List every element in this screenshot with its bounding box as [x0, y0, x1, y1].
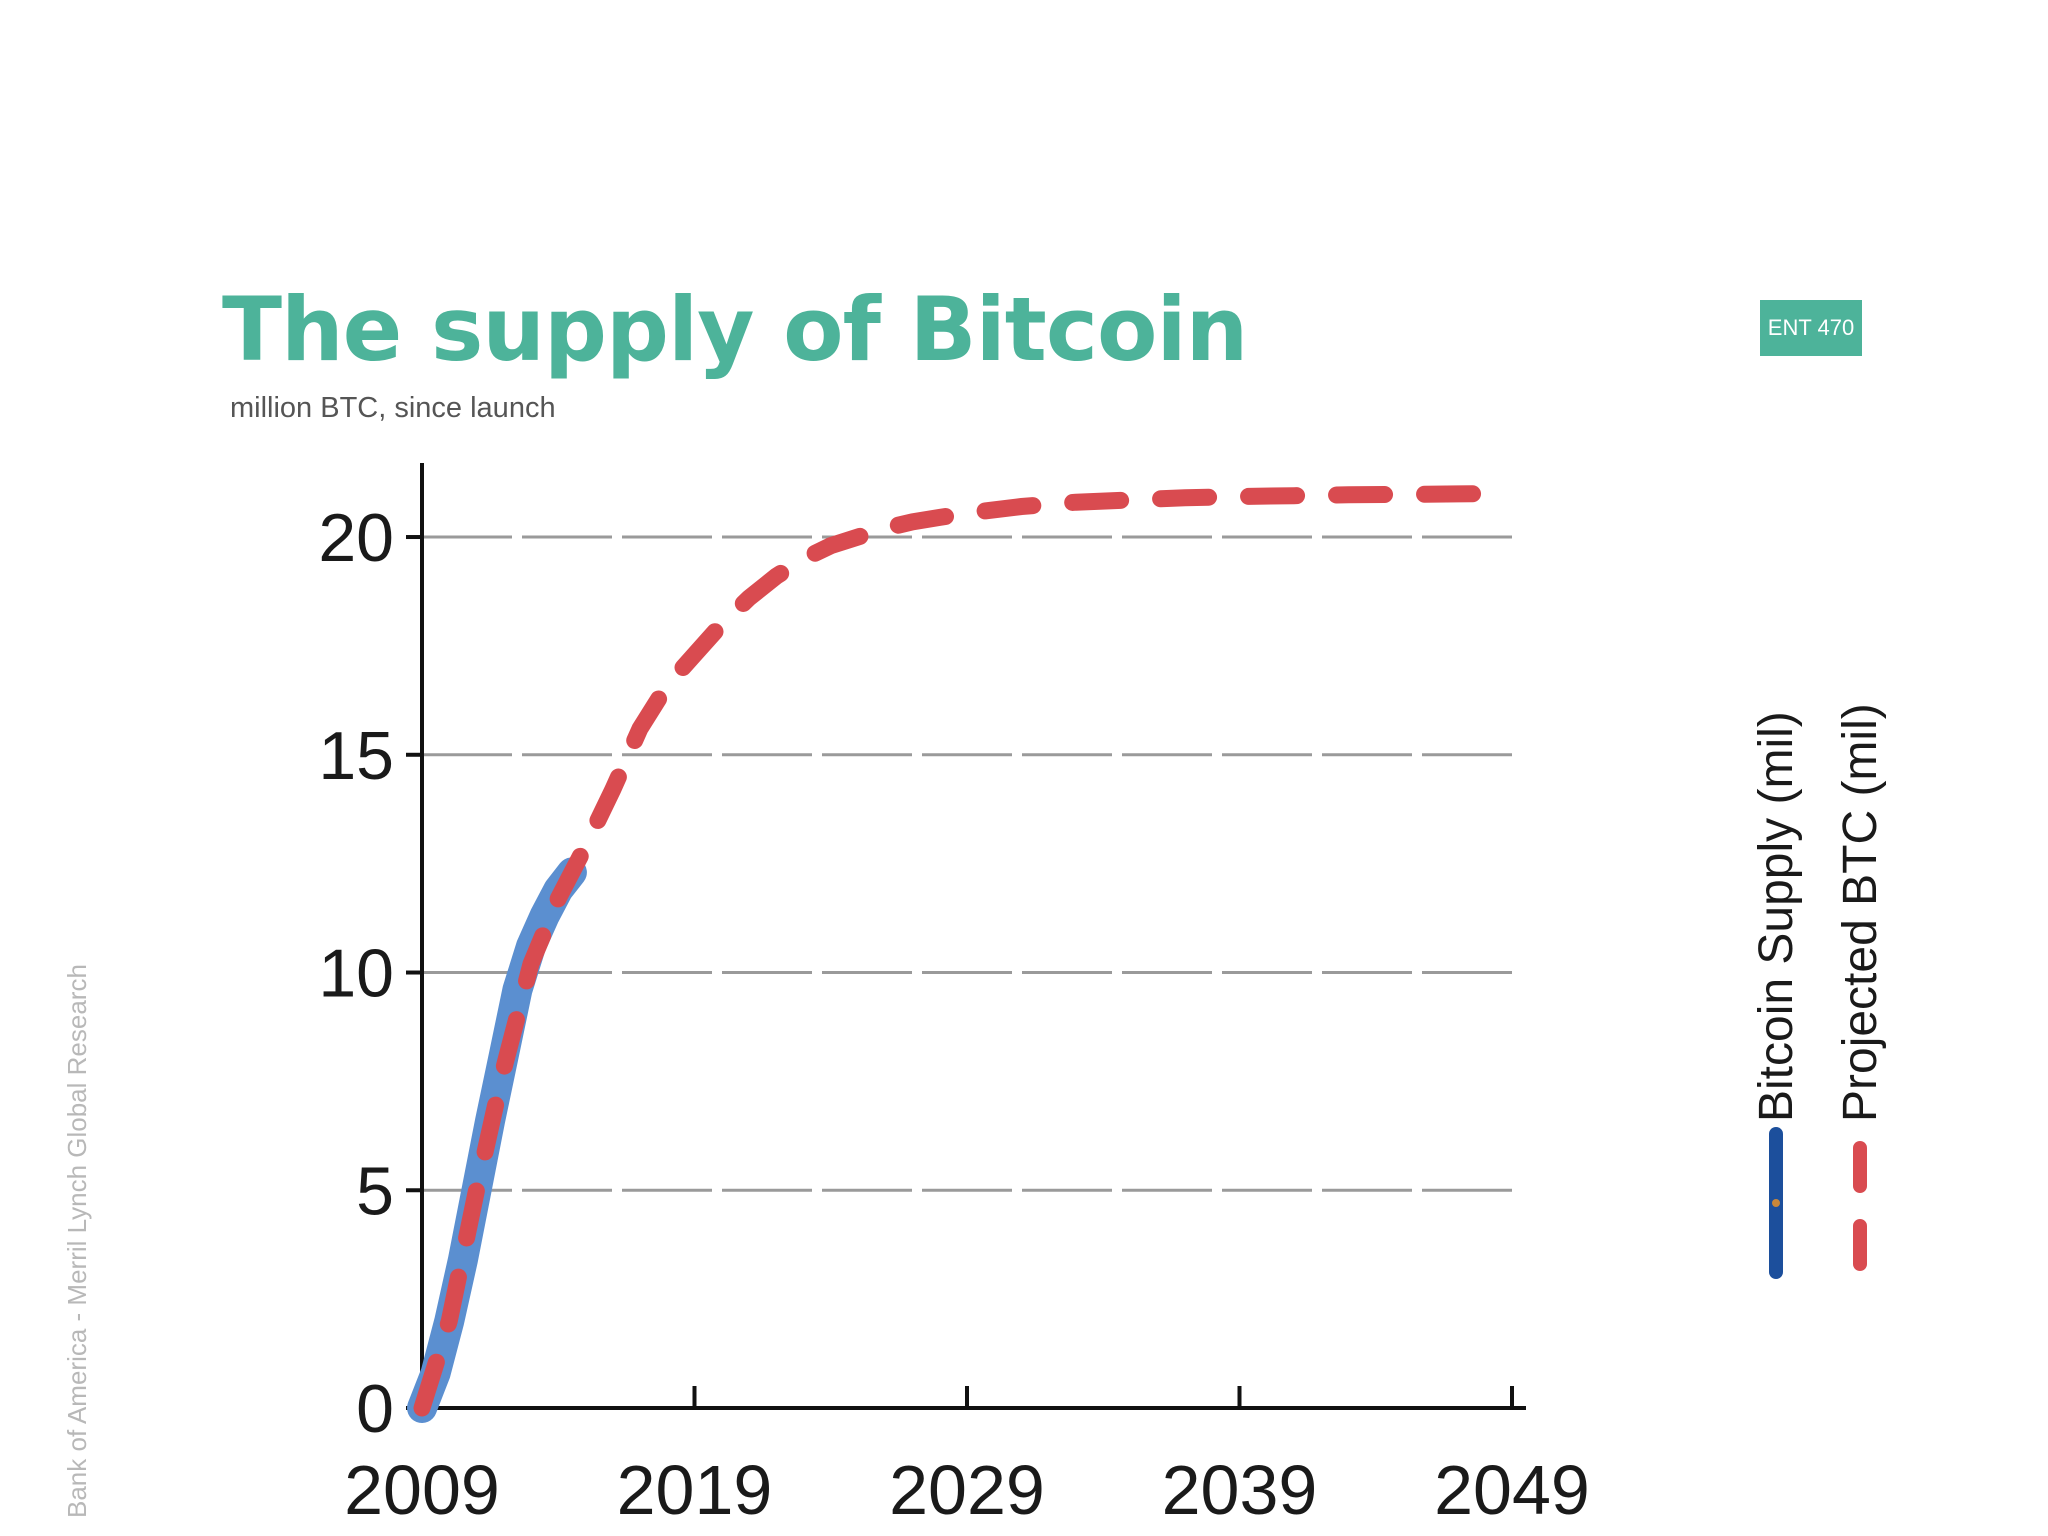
- x-tick-label: 2049: [1434, 1451, 1590, 1529]
- chart-axes: [420, 463, 1526, 1410]
- x-tick-label: 2019: [617, 1451, 773, 1529]
- grid-lines: [422, 535, 1522, 1192]
- course-badge: ENT 470: [1760, 300, 1862, 356]
- x-tick-label: 2039: [1162, 1451, 1318, 1529]
- legend-label-projected: Projected BTC (mil): [1834, 703, 1887, 1122]
- x-tick-label: 2009: [344, 1451, 500, 1529]
- y-tick-label: 15: [318, 718, 394, 794]
- chart-legend: Bitcoin Supply (mil) Projected BTC (mil): [1750, 703, 1887, 1279]
- page-title: The supply of Bitcoin: [222, 278, 1248, 381]
- legend-label-supply: Bitcoin Supply (mil): [1750, 711, 1803, 1122]
- axis-ticks: 0 5 10 15 20 2009 2019 2029 2039 2049: [318, 500, 1590, 1529]
- projected-btc-line: [413, 485, 1521, 1417]
- y-tick-label: 0: [356, 1371, 394, 1447]
- y-tick-label: 5: [356, 1153, 394, 1229]
- legend-supply-marker: [1772, 1199, 1780, 1207]
- x-tick-label: 2029: [889, 1451, 1045, 1529]
- chart-subtitle: million BTC, since launch: [230, 392, 556, 424]
- y-tick-label: 10: [318, 936, 394, 1012]
- y-tick-label: 20: [318, 500, 394, 576]
- chart-series: [407, 485, 1521, 1423]
